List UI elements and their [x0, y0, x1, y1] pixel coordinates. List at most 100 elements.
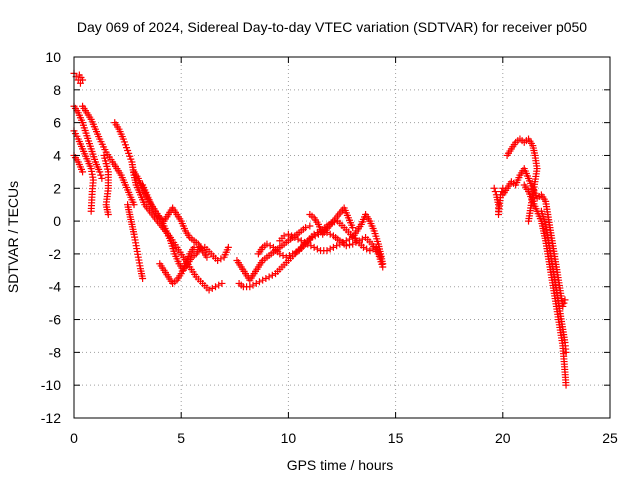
data-point [490, 184, 498, 192]
y-tick-label: 0 [53, 213, 61, 229]
data-point [104, 211, 112, 219]
data-point [212, 283, 220, 291]
data-point [203, 253, 211, 261]
plot-frame [73, 56, 611, 419]
x-tick-label: 15 [388, 430, 404, 446]
data-point [379, 260, 387, 268]
data-point [300, 238, 308, 246]
data-point [252, 279, 260, 287]
data-point [255, 278, 263, 286]
x-axis-ticks: 0 5 10 15 20 25 [70, 57, 618, 446]
series-track-m [235, 227, 387, 291]
data-point [97, 171, 105, 179]
series-track-e [79, 102, 138, 209]
series-track-o [276, 211, 387, 268]
data-point [342, 237, 350, 245]
data-point [282, 253, 290, 261]
y-tick-label: 6 [53, 115, 61, 131]
y-tick-label: -4 [49, 279, 62, 295]
data-point [294, 235, 302, 243]
data-point [326, 245, 334, 253]
x-axis-title: GPS time / hours [287, 457, 394, 473]
data-point [302, 224, 310, 232]
data-point [79, 168, 87, 176]
x-tick-label: 5 [177, 430, 185, 446]
data-point [310, 243, 318, 251]
data-point [266, 242, 274, 250]
y-axis-ticks: -12 -10 -8 -6 -4 -2 0 2 4 6 8 10 [41, 49, 610, 426]
data-point [562, 348, 570, 356]
y-tick-label: -6 [49, 312, 62, 328]
y-tick-label: -2 [49, 246, 62, 262]
y-axis-title: SDTVAR / TECUs [5, 181, 21, 293]
data-point [262, 275, 270, 283]
data-point [215, 281, 223, 289]
data-point [359, 243, 367, 251]
chart-title: Day 069 of 2024, Sidereal Day-to-day VTE… [77, 19, 587, 35]
gridlines [74, 57, 610, 418]
data-point [139, 275, 147, 283]
data-point [304, 240, 312, 248]
data-point [280, 232, 288, 240]
series-track-q [490, 184, 507, 219]
data-points [70, 69, 570, 389]
data-point [279, 252, 287, 260]
data-point [562, 381, 570, 389]
data-point [288, 232, 296, 240]
data-point [263, 240, 271, 248]
data-point [307, 242, 315, 250]
data-point [265, 273, 273, 281]
x-tick-label: 0 [70, 430, 78, 446]
data-point [333, 242, 341, 250]
data-point [329, 243, 337, 251]
data-point [98, 174, 106, 182]
series-track-c [70, 127, 97, 215]
data-point [284, 230, 292, 238]
data-point [311, 232, 319, 240]
series-track-p [306, 204, 357, 238]
data-point [323, 247, 331, 255]
data-point [349, 240, 357, 248]
data-point [292, 248, 300, 256]
data-point [313, 245, 321, 253]
data-point [366, 247, 374, 255]
series-track-f [100, 151, 112, 219]
series-track-u [537, 207, 570, 356]
data-point [291, 234, 299, 241]
data-point [218, 279, 226, 287]
data-point [276, 250, 284, 258]
data-point [336, 240, 344, 248]
y-tick-label: -12 [41, 410, 61, 426]
y-tick-label: 4 [53, 147, 61, 163]
data-point [87, 207, 95, 215]
x-tick-label: 10 [281, 430, 297, 446]
data-point [259, 276, 267, 284]
data-point [205, 286, 213, 294]
data-point [346, 235, 354, 243]
series-track-n [254, 217, 385, 261]
x-tick-label: 20 [495, 430, 511, 446]
data-point [285, 252, 293, 260]
data-point [349, 224, 357, 232]
y-tick-label: -10 [41, 377, 61, 393]
y-tick-label: 2 [53, 180, 61, 196]
data-point [246, 283, 254, 291]
series-track-j [139, 181, 211, 261]
series-track-a [70, 69, 87, 87]
data-point [308, 234, 316, 241]
data-point [525, 217, 533, 225]
series-track-l [233, 222, 314, 284]
series-track-k [156, 243, 198, 287]
data-point [75, 71, 83, 79]
data-point [217, 255, 225, 263]
data-point [214, 256, 222, 264]
data-point [306, 222, 314, 230]
data-point [190, 243, 198, 251]
data-point [249, 281, 257, 289]
data-point [491, 188, 499, 196]
data-point [369, 245, 377, 253]
data-point [224, 243, 232, 251]
data-point [339, 238, 347, 246]
data-point [363, 245, 371, 253]
